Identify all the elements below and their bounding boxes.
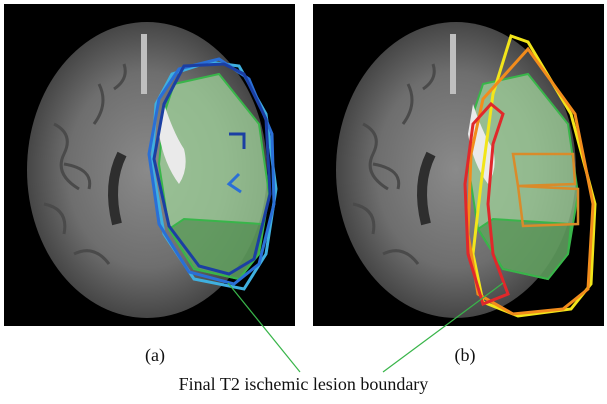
panel-label-b: (b) [454, 345, 476, 365]
contour-b-orange [466, 46, 595, 316]
contour-b-yellow [471, 34, 597, 318]
figure-caption: Final T2 ischemic lesion boundary [178, 374, 429, 394]
contour-a-3 [152, 62, 272, 276]
contour-b-subregions [511, 152, 580, 228]
mri-panel-b [313, 4, 604, 326]
mri-image-a [27, 22, 278, 318]
mri-image-b [336, 22, 597, 318]
contour-b-red [463, 101, 510, 307]
mri-panel-a [4, 4, 295, 326]
contour-a-1 [150, 60, 278, 291]
panel-label-a: (a) [145, 345, 165, 365]
